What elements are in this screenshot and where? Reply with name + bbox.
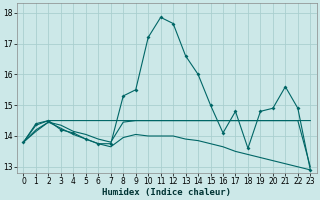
X-axis label: Humidex (Indice chaleur): Humidex (Indice chaleur)	[102, 188, 231, 197]
